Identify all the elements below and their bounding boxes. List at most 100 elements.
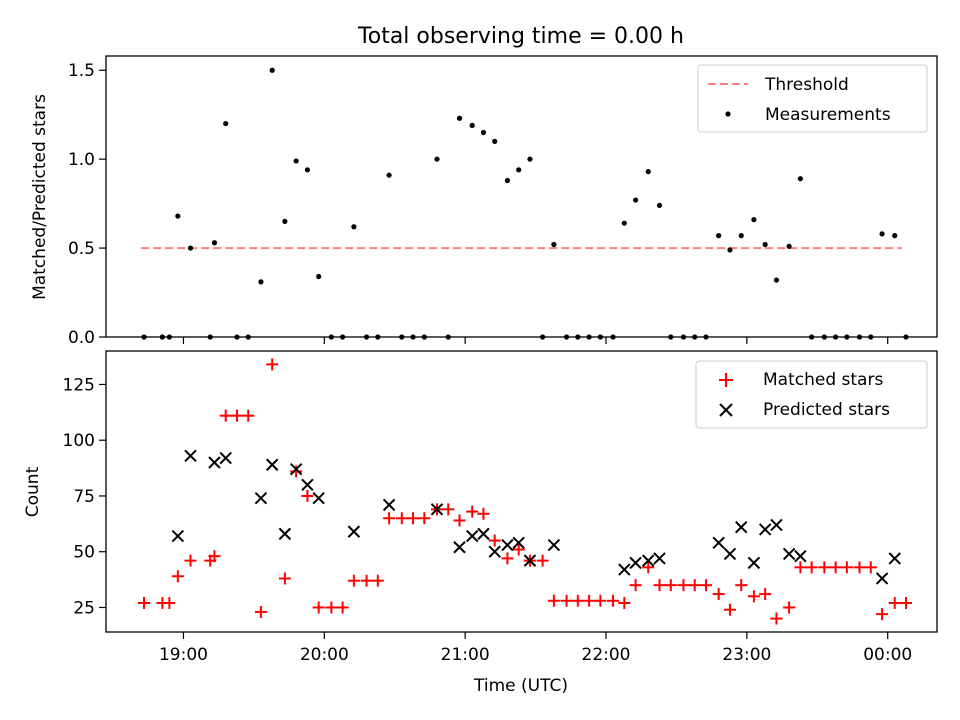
measurement-point [386, 172, 392, 178]
measurement-point [258, 279, 264, 285]
matched-star-point [466, 505, 479, 518]
predicted-star-point [477, 527, 490, 541]
matched-star-point [629, 579, 642, 592]
count-y-ticks: 25 50 75 100 125 [63, 375, 106, 618]
matched-star-point [418, 512, 431, 525]
measurement-point [187, 245, 194, 251]
matched-star-point [735, 579, 748, 592]
predicted-star-point [642, 554, 655, 567]
matched-star-point [171, 570, 184, 583]
matched-star-point [407, 512, 420, 525]
ratio-x-ticks [182, 337, 889, 344]
x-tick-label: 19:00 [159, 645, 208, 665]
count-y-axis-label: Count [23, 466, 43, 517]
measurement-point [469, 122, 475, 128]
measurement-point [351, 224, 357, 230]
matched-star-point [312, 601, 325, 614]
matched-star-point [840, 561, 853, 574]
matched-star-point [607, 594, 620, 607]
matched-star-point [254, 605, 267, 618]
measurement-point [316, 273, 322, 280]
matched-star-point [783, 601, 796, 614]
predicted-star-point [347, 525, 361, 538]
measurement-point [434, 156, 440, 162]
measurement-point [527, 156, 533, 162]
matched-star-point [501, 552, 514, 565]
predicted-star-point [208, 456, 221, 469]
y-tick-label: 1.5 [68, 61, 95, 81]
matched-star-point [700, 579, 713, 592]
threshold-legend-label: Threshold [764, 75, 849, 95]
matched-star-point [900, 597, 913, 610]
measurement-point [480, 129, 487, 136]
matched-star-point [371, 574, 384, 587]
predicted-star-point [794, 549, 807, 563]
predicted-star-point [782, 547, 796, 561]
matched-star-point [336, 601, 349, 614]
x-tick-label: 00:00 [863, 645, 912, 665]
matched-star-point [488, 534, 501, 547]
matched-star-point [560, 594, 573, 607]
predicted-star-point [453, 541, 466, 554]
y-tick-label: 0.0 [68, 328, 95, 348]
matched-star-point [512, 543, 525, 556]
matched-star-point [325, 601, 338, 614]
ratio-axes-frame [105, 55, 938, 338]
measurements-legend-label: Measurements [765, 105, 891, 125]
predicted-star-point [301, 478, 314, 492]
measurement-point [269, 67, 275, 73]
measurement-point [551, 241, 557, 248]
matched-star-point [219, 409, 232, 422]
matched-legend-swatch [719, 373, 733, 387]
matched-star-point [594, 594, 607, 607]
measurement-point [773, 277, 780, 283]
x-tick-label: 21:00 [441, 645, 490, 665]
measurement-point [304, 167, 311, 173]
predicted-star-point [618, 563, 631, 576]
matched-star-point [677, 579, 690, 592]
y-tick-label: 1.0 [68, 150, 95, 170]
matched-star-point [583, 594, 596, 607]
predicted-star-point [758, 523, 772, 536]
matched-star-point [770, 612, 783, 625]
predicted-star-point [523, 554, 537, 567]
matched-star-point [642, 561, 655, 574]
predicted-star-point [512, 536, 525, 550]
matched-star-point [853, 561, 866, 574]
predicted-star-point [171, 529, 185, 543]
measurement-point [282, 218, 288, 224]
matched-star-point [653, 579, 666, 592]
matched-star-point [477, 507, 490, 520]
predicted-star-point [547, 538, 561, 552]
predicted-star-point [254, 491, 268, 505]
measurement-point [797, 176, 803, 182]
predicted-star-point [629, 556, 642, 570]
predicted-star-point [501, 538, 514, 552]
measurement-point [175, 213, 181, 219]
predicted-star-point [653, 552, 666, 565]
matched-star-point [230, 409, 243, 422]
matched-star-point [723, 603, 736, 616]
measurement-point [892, 233, 898, 239]
measurement-point [786, 243, 792, 249]
matched-star-point [347, 574, 360, 587]
x-tick-label: 22:00 [582, 645, 631, 665]
predicted-star-point [265, 458, 279, 471]
measurement-point [751, 217, 757, 223]
predicted-star-point [219, 451, 232, 465]
measurement-point [621, 220, 627, 226]
predicted-legend-label: Predicted stars [763, 400, 890, 420]
matched-star-point [888, 597, 901, 610]
predicted-star-point [289, 462, 303, 476]
matched-star-point [395, 512, 408, 525]
predicted-star-point [184, 449, 197, 463]
count-plot-area [138, 358, 913, 625]
matched-star-point [278, 572, 291, 585]
count-axes-frame [105, 350, 938, 633]
matched-star-point [184, 554, 197, 567]
y-tick-label: 25 [73, 598, 95, 618]
matched-star-point [547, 594, 560, 607]
predicted-star-point [712, 536, 725, 550]
ratio-legend: Threshold Measurements [697, 64, 928, 133]
measurement-point [293, 158, 299, 164]
